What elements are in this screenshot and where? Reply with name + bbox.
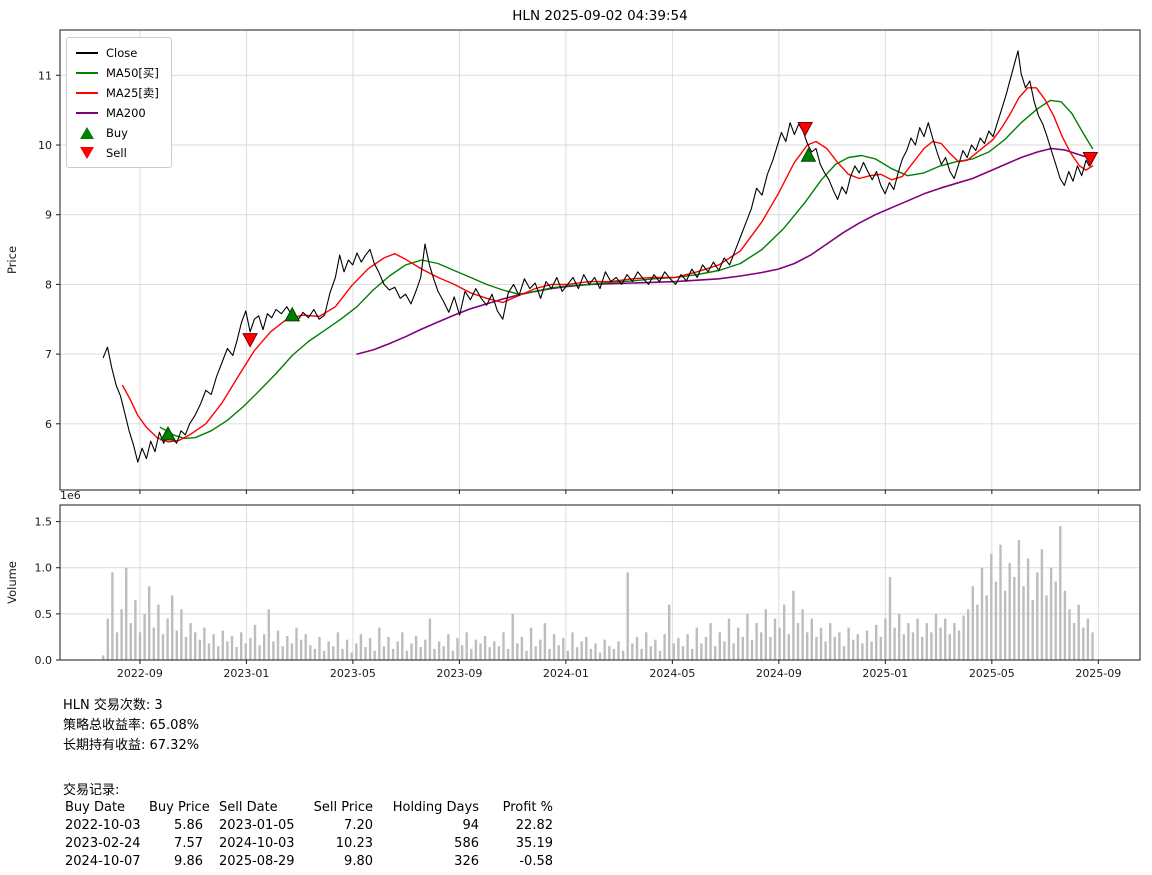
trade-count-line: HLN 交易次数: 3 (63, 698, 163, 713)
trade-row-cell: 7.57 (174, 836, 203, 851)
trade-row-cell: 5.86 (174, 818, 203, 833)
price-volume-figure: 2022-09 2023-01 2023-05 2023-09 2024-01 2024-… (5, 29, 1141, 680)
trade-row-cell: 22.82 (515, 818, 553, 833)
svg-text:Price: Price (5, 246, 19, 274)
trade-row-cell: 2023-02-24 (65, 836, 141, 851)
trade-row-cell: 326 (454, 854, 479, 869)
trade-row-cell: 2025-08-29 (219, 854, 295, 869)
legend-item-buy: Buy (76, 124, 159, 141)
svg-text:Volume: Volume (5, 561, 19, 604)
svg-text:10: 10 (38, 139, 52, 152)
ma25-line-swatch (76, 91, 98, 94)
chart-title: HLN 2025-09-02 04:39:54 (512, 8, 688, 24)
svg-text:6: 6 (45, 418, 52, 431)
svg-text:2024-09: 2024-09 (756, 667, 802, 680)
col-header-buy-date: Buy Date (65, 800, 126, 815)
buy-hold-return-line: 长期持有收益: 67.32% (63, 738, 200, 753)
legend-label-ma25: MA25[卖] (106, 85, 159, 100)
strategy-return-line: 策略总收益率: 65.08% (63, 718, 200, 733)
legend-item-close: Close (76, 44, 159, 61)
close-line-swatch (76, 51, 98, 54)
legend-item-sell: Sell (76, 144, 159, 161)
ma200-line-swatch (76, 111, 98, 114)
svg-text:9: 9 (45, 209, 52, 222)
strategy-stats: HLN 交易次数: 3 策略总收益率: 65.08% 长期持有收益: 67.32… (63, 696, 199, 756)
col-header-sell-date: Sell Date (219, 800, 278, 815)
trade-table: Buy Date Buy Price Sell Date Sell Price … (63, 799, 563, 871)
legend-label-ma200: MA200 (106, 105, 146, 120)
svg-text:8: 8 (45, 278, 52, 291)
svg-text:0.5: 0.5 (35, 608, 53, 621)
col-header-profit: Profit % (502, 800, 553, 815)
trade-row-cell: 10.23 (335, 836, 373, 851)
legend-label-buy: Buy (106, 125, 128, 140)
col-header-sell-price: Sell Price (313, 800, 373, 815)
ma50-line-swatch (76, 71, 98, 74)
svg-text:2022-09: 2022-09 (117, 667, 163, 680)
svg-text:2023-09: 2023-09 (436, 667, 482, 680)
svg-text:2023-05: 2023-05 (330, 667, 376, 680)
svg-text:2024-05: 2024-05 (649, 667, 695, 680)
trade-row-cell: 7.20 (344, 818, 373, 833)
svg-text:1.5: 1.5 (35, 516, 53, 529)
trade-row-cell: 9.86 (174, 854, 203, 869)
buy-marker-icon (80, 126, 94, 139)
trade-row-cell: 586 (454, 836, 479, 851)
trade-row-cell: 94 (462, 818, 479, 833)
legend-label-close: Close (106, 45, 138, 60)
trade-row-cell: -0.58 (519, 854, 553, 869)
legend-item-ma200: MA200 (76, 104, 159, 121)
legend-item-ma50: MA50[买] (76, 64, 159, 81)
trade-row-cell: 35.19 (515, 836, 553, 851)
legend-item-ma25: MA25[卖] (76, 84, 159, 101)
svg-text:1e6: 1e6 (60, 489, 81, 502)
svg-text:2024-01: 2024-01 (543, 667, 589, 680)
svg-text:7: 7 (45, 348, 52, 361)
trade-row-cell: 2024-10-07 (65, 854, 141, 869)
col-header-holding-days: Holding Days (392, 800, 479, 815)
svg-text:0.0: 0.0 (35, 654, 53, 667)
legend: Close MA50[买] MA25[卖] MA200 Buy Sell (66, 37, 172, 168)
legend-label-ma50: MA50[买] (106, 65, 159, 80)
svg-text:2023-01: 2023-01 (223, 667, 269, 680)
col-header-buy-price: Buy Price (149, 800, 210, 815)
trade-record-section: 交易记录: Buy Date Buy Price Sell Date Sell … (63, 779, 563, 871)
sell-marker-icon (80, 146, 94, 159)
svg-text:11: 11 (38, 69, 52, 82)
svg-text:2025-05: 2025-05 (969, 667, 1015, 680)
trade-row-cell: 2023-01-05 (219, 818, 295, 833)
svg-text:2025-09: 2025-09 (1075, 667, 1121, 680)
trade-row-cell: 9.80 (344, 854, 373, 869)
svg-text:1.0: 1.0 (35, 562, 53, 575)
svg-text:2025-01: 2025-01 (862, 667, 908, 680)
trade-record-title: 交易记录: (63, 783, 120, 798)
trade-row-cell: 2024-10-03 (219, 836, 295, 851)
legend-label-sell: Sell (106, 145, 127, 160)
trade-row-cell: 2022-10-03 (65, 818, 141, 833)
